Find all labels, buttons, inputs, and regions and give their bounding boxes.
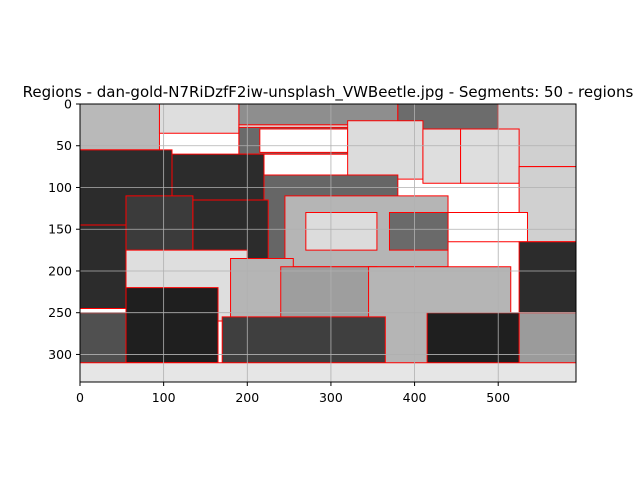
region-8	[259, 128, 349, 153]
x-tick-label: 0	[76, 390, 84, 405]
region-2	[158, 104, 240, 134]
region-1	[80, 104, 160, 151]
region-29	[125, 287, 219, 364]
x-tick-label: 300	[319, 390, 343, 405]
region-21	[80, 224, 127, 310]
y-tick-label: 50	[56, 138, 72, 153]
region-19	[388, 212, 449, 251]
y-tick-label: 300	[48, 347, 72, 362]
region-33	[80, 362, 576, 382]
y-tick-label: 200	[48, 263, 72, 278]
plot-frame	[79, 103, 577, 383]
x-tick-label: 500	[486, 390, 510, 405]
segmentation-regions	[80, 104, 576, 382]
region-9	[347, 120, 424, 180]
y-tick-label: 150	[48, 222, 72, 237]
x-tick-label: 100	[152, 390, 176, 405]
y-tick-label: 100	[48, 180, 72, 195]
axis-ticks: 0 100 200 300 400 500 0 50 100 150 200 250 300	[48, 97, 510, 406]
chart-title: Regions - dan-gold-N7RiDzfF2iw-unsplash_…	[23, 83, 634, 102]
region-18	[305, 212, 378, 251]
x-tick-label: 400	[403, 390, 427, 405]
region-10	[422, 128, 462, 184]
x-tick-label: 200	[235, 390, 259, 405]
region-15	[447, 212, 528, 243]
y-tick-label: 250	[48, 305, 72, 320]
y-tick-label: 0	[64, 97, 72, 112]
region-11	[460, 128, 520, 184]
region-20	[518, 241, 576, 314]
